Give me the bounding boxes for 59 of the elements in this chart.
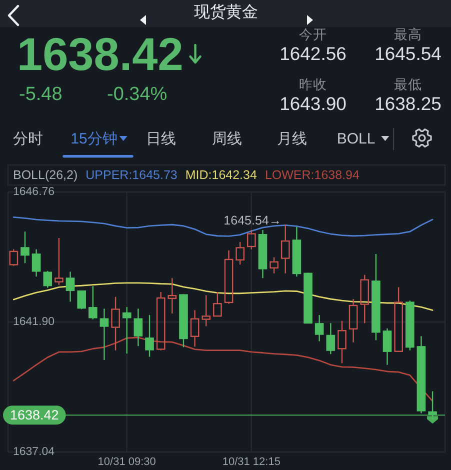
text: BOLL <box>336 130 376 148</box>
candlestick <box>9 248 18 266</box>
candlestick <box>382 328 392 366</box>
line-series <box>12 336 434 402</box>
candlestick <box>224 250 234 304</box>
line-series <box>12 216 434 237</box>
text: 现货黄金 <box>194 3 258 21</box>
candlestick <box>394 286 403 352</box>
x-tick-label: 10/31 09:30 <box>98 456 156 468</box>
candlestick <box>88 286 98 320</box>
candlestick <box>100 308 109 361</box>
text: 1642.56 <box>280 43 346 64</box>
candlestick <box>156 291 166 350</box>
candlestick <box>32 248 41 278</box>
candlestick <box>360 274 370 324</box>
x-tick-label: 10/31 12:15 <box>222 456 280 468</box>
candlestick <box>54 237 64 286</box>
candlestick <box>145 314 154 358</box>
text: 月线 <box>277 130 307 148</box>
candlestick <box>20 230 30 264</box>
text: 周线 <box>212 130 242 148</box>
candlestick <box>66 271 75 302</box>
candlestick <box>202 294 211 327</box>
text: 分时 <box>13 130 43 148</box>
candlestick <box>190 310 200 348</box>
text: 今开 <box>299 27 327 42</box>
candlestick <box>236 241 244 266</box>
candlestick <box>280 224 290 274</box>
text: 最高 <box>394 27 422 42</box>
text: LOWER:1638.94 <box>264 168 360 182</box>
text: UPPER:1645.73 <box>86 168 178 182</box>
annotation: 1645.54→ <box>224 214 282 228</box>
candlestick <box>111 296 120 351</box>
candlestick <box>134 308 143 347</box>
legend-title: BOLL(26,2) <box>13 168 78 182</box>
y-tick-label: 1637.04 <box>13 446 56 458</box>
text: 1638.42 <box>17 28 184 80</box>
text: MID:1642.34 <box>185 168 257 182</box>
candlestick <box>348 298 358 343</box>
text: 最低 <box>394 77 422 92</box>
text: 1638.25 <box>374 93 442 114</box>
y-tick-label: 1646.76 <box>13 186 55 198</box>
y-tick-label: 1641.90 <box>13 316 55 328</box>
text: -5.48 <box>19 84 62 105</box>
text: 1643.90 <box>280 93 346 114</box>
candlestick <box>338 320 346 364</box>
text: 1645.54 <box>374 43 442 64</box>
candlestick <box>122 306 132 354</box>
candlestick <box>213 291 222 317</box>
candlestick <box>43 270 52 288</box>
text: -0.34% <box>107 84 168 105</box>
candlestick <box>77 290 86 310</box>
text: 日线 <box>146 130 176 148</box>
text: 昨收 <box>299 77 327 92</box>
candlestick <box>168 278 177 314</box>
text: 15分钟 <box>70 130 118 148</box>
candlestick <box>326 322 336 355</box>
ref-line-label: 1638.42 <box>10 408 59 423</box>
candlestick <box>314 314 324 342</box>
